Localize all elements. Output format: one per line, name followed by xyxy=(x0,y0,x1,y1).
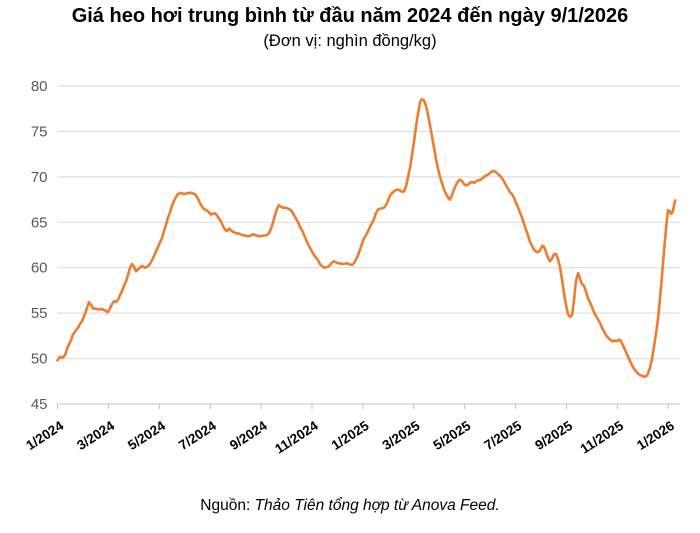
x-axis-label: 11/2024 xyxy=(272,418,321,457)
y-axis-label: 70 xyxy=(31,169,48,186)
x-axis-label: 7/2025 xyxy=(481,418,524,453)
y-axis-label: 45 xyxy=(31,396,48,413)
chart-title: Giá heo hơi trung bình từ đầu năm 2024 đ… xyxy=(71,5,629,27)
price-chart-svg: 45 50 55 60 65 70 75 80 1/2024 3/2024 5/2024 7/2024… xyxy=(23,78,680,457)
y-axis-label: 75 xyxy=(31,123,48,140)
x-axis-label: 1/2025 xyxy=(329,418,372,453)
y-axis-label: 60 xyxy=(31,260,48,277)
source-note: Nguồn: Thảo Tiên tổng hợp từ Anova Feed. xyxy=(0,497,700,515)
chart-subtitle: (Đơn vị: nghìn đồng/kg) xyxy=(263,32,437,50)
x-axis-label: 1/2024 xyxy=(23,418,66,453)
price-line xyxy=(56,97,677,379)
x-axis-label: 11/2025 xyxy=(578,418,627,457)
x-axis-label: 9/2024 xyxy=(227,418,270,453)
y-axis-label: 50 xyxy=(31,351,48,368)
source-label: Nguồn: xyxy=(200,497,251,514)
x-axis-label: 5/2025 xyxy=(431,418,474,453)
x-axis-label: 7/2024 xyxy=(176,418,219,453)
y-axis-label: 55 xyxy=(31,305,48,322)
x-axis-label: 5/2024 xyxy=(125,418,168,453)
x-axis-label: 1/2026 xyxy=(634,418,677,453)
x-axis-label: 9/2025 xyxy=(532,418,575,453)
source-text: Thảo Tiên tổng hợp từ Anova Feed. xyxy=(250,497,500,514)
x-axis-label: 3/2025 xyxy=(380,418,423,453)
y-axis-label: 80 xyxy=(31,78,48,95)
x-axis-label: 3/2024 xyxy=(74,418,117,453)
y-axis-label: 65 xyxy=(31,214,48,231)
